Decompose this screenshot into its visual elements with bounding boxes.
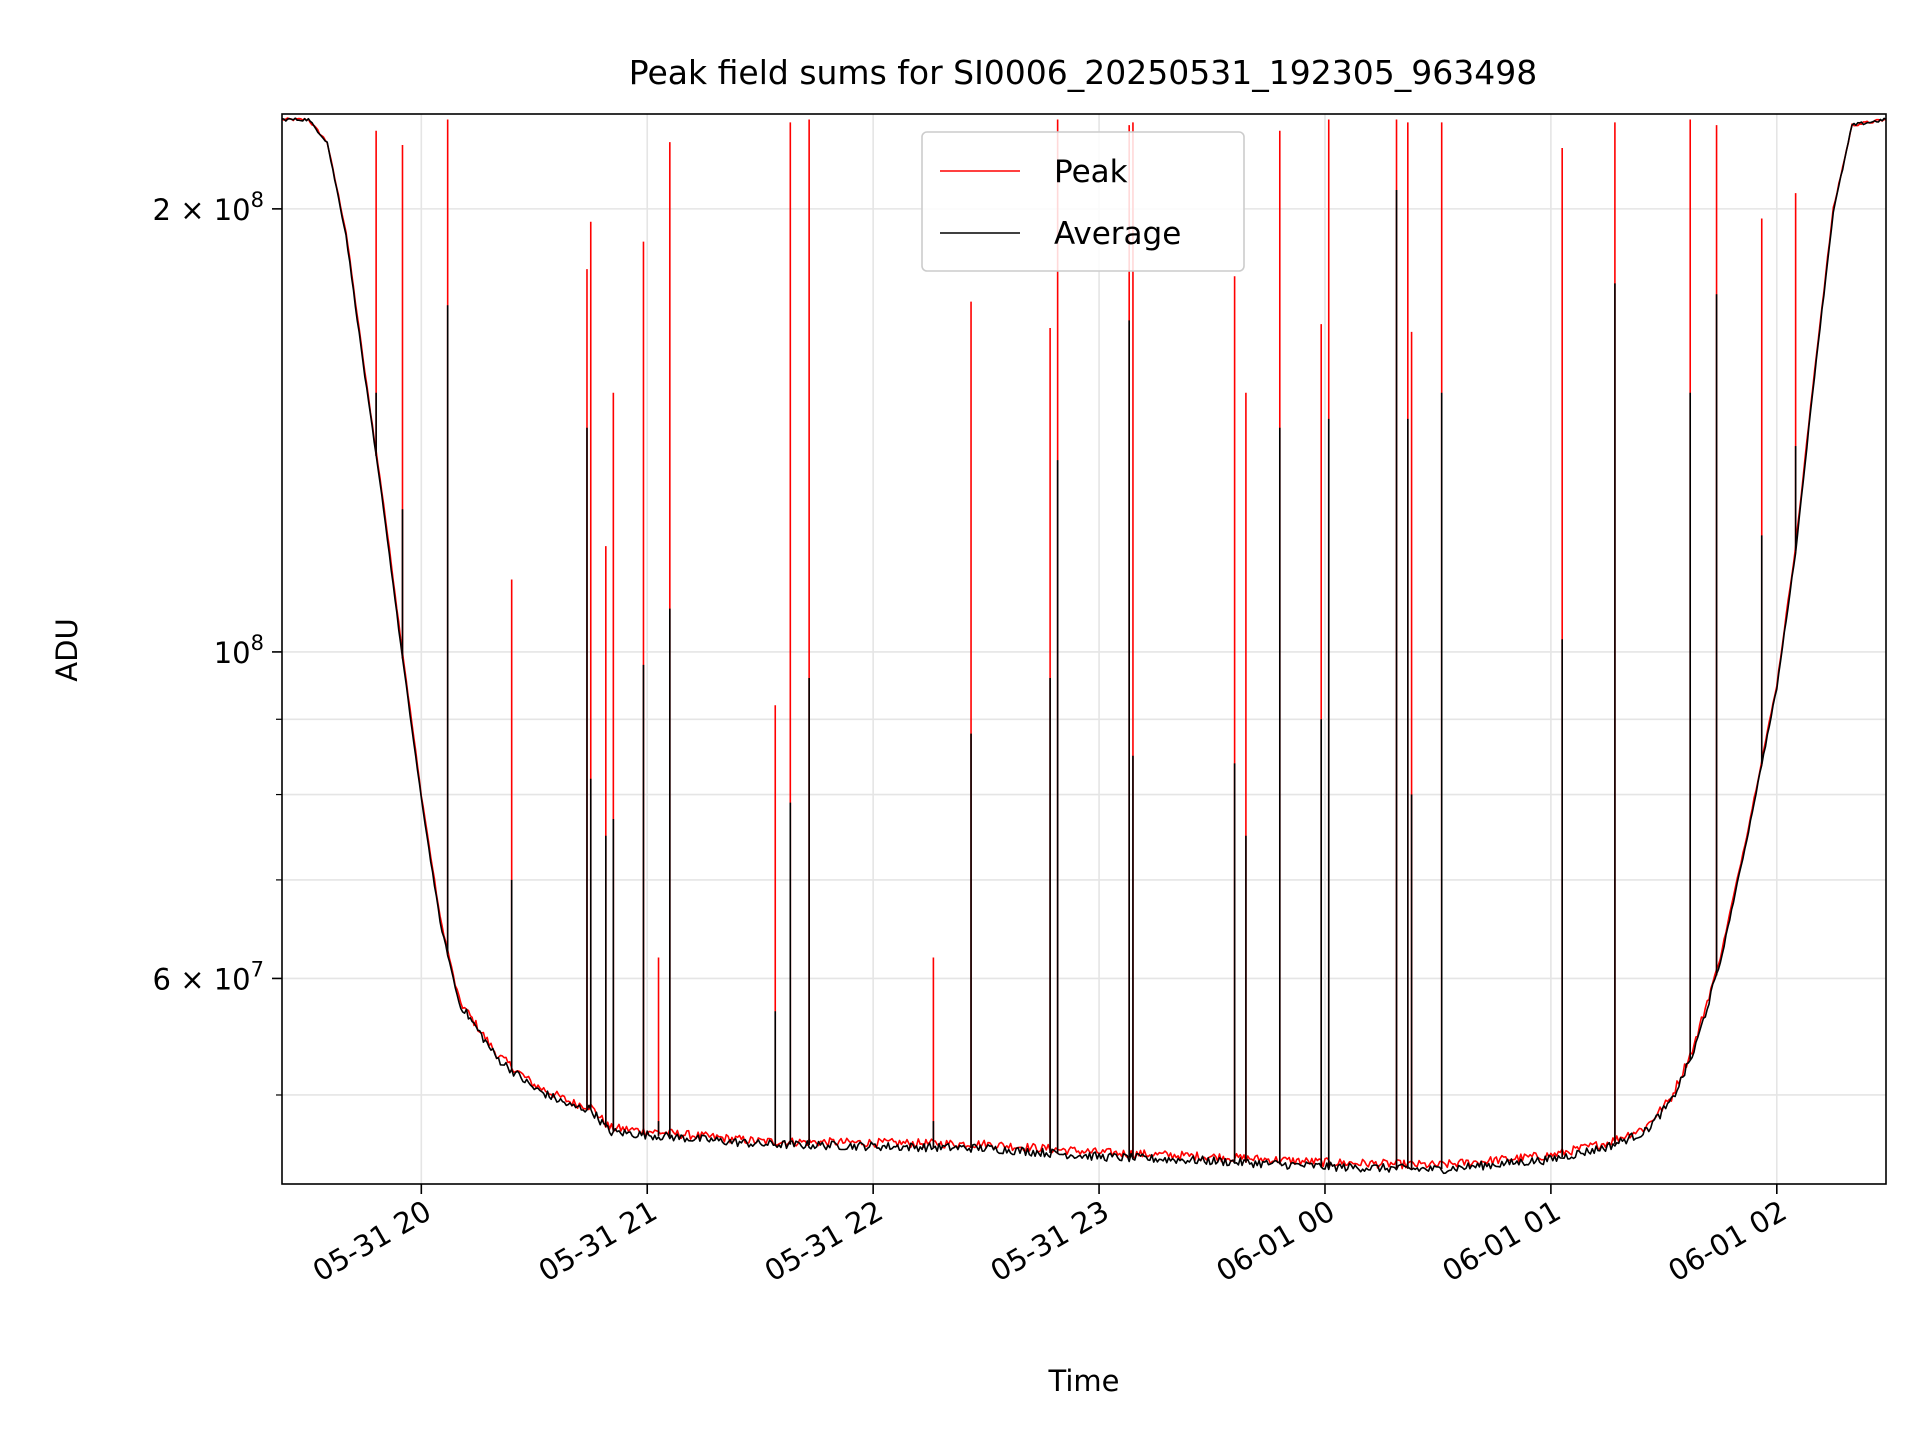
y-tick-label: 2 × 108 (153, 188, 264, 227)
grid-layer (282, 114, 1886, 1184)
plot-area-background (282, 114, 1886, 1184)
plot-frame (281, 113, 1887, 1185)
y-tick-label: 6 × 107 (153, 957, 264, 996)
legend-box (921, 131, 1245, 272)
legend-label-average: Average (1054, 216, 1181, 252)
series-layer (281, 117, 1887, 1175)
legend: Peak Average (921, 131, 1245, 272)
legend-label-peak: Peak (1054, 154, 1128, 190)
x-axis-label: Time (1048, 1364, 1120, 1398)
chart-title: Peak field sums for SI0006_20250531_1923… (629, 53, 1537, 92)
y-axis-label: ADU (50, 618, 84, 681)
series-line-average (281, 117, 1887, 1175)
